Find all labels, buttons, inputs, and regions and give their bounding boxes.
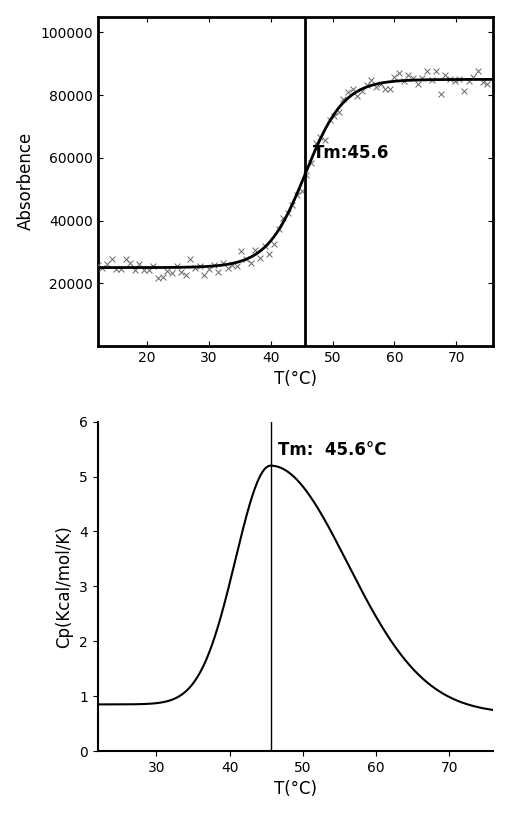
Text: Tm:45.6: Tm:45.6	[312, 143, 388, 162]
Point	[200, 268, 208, 281]
Point	[445, 73, 453, 86]
Point	[117, 262, 125, 275]
Y-axis label: Absorbence: Absorbence	[17, 132, 35, 231]
Point	[232, 259, 240, 272]
Point	[311, 137, 319, 150]
X-axis label: T(°C): T(°C)	[273, 780, 317, 799]
Point	[399, 74, 407, 87]
Point	[376, 77, 384, 90]
Y-axis label: Cp(Kcal/mol/K): Cp(Kcal/mol/K)	[55, 525, 73, 648]
Point	[149, 260, 157, 273]
Point	[283, 206, 291, 219]
Point	[269, 238, 277, 251]
Point	[427, 73, 435, 86]
Point	[436, 88, 444, 101]
Point	[265, 247, 273, 260]
Point	[107, 253, 116, 266]
Point	[431, 64, 439, 77]
Point	[357, 84, 365, 97]
Point	[297, 184, 305, 197]
Point	[274, 222, 282, 236]
Point	[135, 258, 143, 271]
Point	[394, 67, 402, 80]
Point	[251, 244, 259, 257]
Point	[121, 252, 129, 265]
Point	[288, 198, 296, 211]
Point	[246, 257, 254, 270]
Point	[353, 90, 361, 103]
Point	[167, 267, 176, 280]
Point	[334, 105, 342, 118]
Point	[256, 252, 264, 265]
Point	[468, 71, 476, 84]
Point	[209, 259, 217, 272]
Point	[186, 253, 194, 266]
Point	[260, 240, 268, 253]
Point	[440, 68, 448, 82]
Point	[343, 86, 351, 99]
Point	[459, 84, 467, 97]
Point	[329, 110, 337, 123]
Point	[145, 263, 153, 276]
Point	[103, 258, 111, 271]
X-axis label: T(°C): T(°C)	[273, 371, 317, 389]
Point	[348, 82, 356, 95]
Point	[190, 262, 199, 275]
Point	[380, 82, 388, 95]
Point	[223, 261, 231, 274]
Point	[464, 74, 472, 87]
Point	[385, 82, 393, 95]
Point	[172, 259, 180, 272]
Point	[302, 169, 310, 182]
Point	[455, 73, 463, 86]
Point	[482, 77, 490, 90]
Point	[139, 263, 148, 276]
Point	[422, 64, 430, 77]
Point	[112, 262, 120, 275]
Point	[325, 113, 333, 126]
Point	[473, 64, 481, 77]
Point	[413, 77, 421, 90]
Point	[371, 81, 379, 94]
Point	[214, 266, 222, 279]
Point	[228, 258, 236, 271]
Point	[450, 75, 458, 88]
Point	[158, 271, 166, 284]
Point	[237, 244, 245, 257]
Point	[241, 253, 249, 266]
Point	[177, 266, 185, 279]
Point	[408, 72, 416, 85]
Point	[98, 262, 106, 275]
Text: Tm:  45.6°C: Tm: 45.6°C	[277, 441, 386, 459]
Point	[316, 130, 324, 143]
Point	[130, 264, 138, 277]
Point	[320, 133, 328, 146]
Point	[205, 263, 213, 276]
Point	[389, 70, 398, 83]
Point	[126, 257, 134, 270]
Point	[306, 156, 315, 170]
Point	[218, 257, 227, 270]
Point	[338, 92, 347, 105]
Point	[477, 76, 486, 89]
Point	[94, 258, 102, 271]
Point	[366, 73, 375, 86]
Point	[278, 212, 287, 225]
Point	[404, 68, 412, 82]
Point	[154, 271, 162, 284]
Point	[181, 269, 189, 282]
Point	[417, 71, 426, 84]
Point	[163, 264, 171, 277]
Point	[195, 260, 204, 273]
Point	[362, 78, 370, 91]
Point	[292, 189, 300, 202]
